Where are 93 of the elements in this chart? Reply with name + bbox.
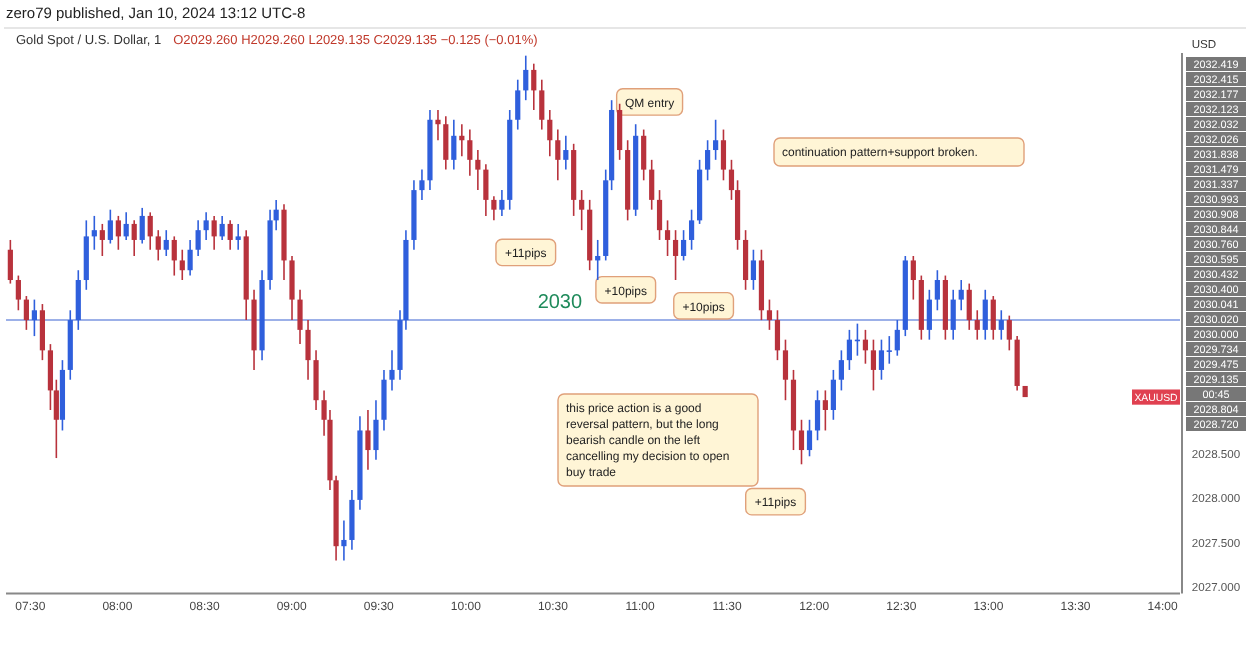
candlestick (211, 215, 217, 251)
candlestick (349, 489, 355, 551)
candlestick (227, 219, 233, 251)
candlestick (910, 255, 916, 301)
candlestick (563, 134, 569, 171)
candlestick (99, 223, 105, 257)
candlestick (443, 115, 449, 171)
candlestick (720, 128, 727, 182)
candlestick (203, 211, 209, 241)
candlestick (705, 139, 711, 182)
candlestick (822, 389, 828, 432)
candlestick (555, 128, 561, 182)
ref-line-label: 2030 (537, 292, 584, 315)
candlestick (966, 282, 972, 331)
candlestick (870, 338, 877, 392)
candlestick (766, 298, 773, 331)
candlestick (798, 418, 805, 466)
candlestick (539, 78, 545, 131)
candlestick (155, 229, 161, 262)
candlestick (179, 248, 185, 281)
candlestick (1006, 314, 1012, 352)
candlestick (171, 235, 177, 277)
candlestick (750, 248, 757, 291)
candlestick (187, 239, 193, 277)
candlestick (846, 329, 852, 371)
candlestick (131, 219, 137, 257)
candlestick (195, 219, 201, 257)
candlestick (515, 78, 521, 131)
candlestick (389, 349, 395, 392)
candlestick (523, 54, 529, 101)
candlestick (419, 168, 425, 201)
candlestick (313, 349, 319, 411)
candlestick (990, 295, 996, 341)
candlestick (475, 149, 481, 191)
candlestick (235, 223, 241, 251)
candlestick (806, 418, 813, 458)
candlestick (547, 109, 553, 158)
candlestick (467, 128, 473, 177)
candlestick (147, 211, 153, 251)
candlestick (107, 208, 113, 245)
candlestick (499, 189, 505, 217)
candlestick (641, 128, 647, 182)
candlestick (838, 349, 844, 392)
candlestick (483, 163, 489, 217)
candlestick (23, 295, 29, 331)
candlestick (491, 195, 497, 222)
candlestick (886, 335, 892, 365)
candlestick (75, 269, 81, 331)
candlestick (958, 279, 964, 312)
candlestick (974, 309, 980, 341)
candlestick (381, 369, 387, 432)
candlestick (742, 229, 749, 291)
candlestick (289, 255, 295, 321)
candlestick (531, 62, 537, 111)
candlestick (713, 118, 719, 161)
candlestick (617, 102, 623, 161)
candlestick (688, 208, 695, 251)
candlestick (115, 215, 121, 251)
candlestick (39, 303, 45, 361)
candlestick (139, 207, 145, 245)
candlestick (934, 269, 940, 312)
candlestick (31, 298, 37, 337)
candlestick (451, 118, 457, 171)
candlestick (982, 289, 988, 341)
candlestick (814, 389, 821, 442)
candlestick (649, 159, 655, 211)
candlestick (664, 219, 671, 257)
candlestick (774, 309, 781, 361)
candlestick (373, 399, 379, 461)
candlestick (672, 229, 679, 281)
candlestick (830, 369, 836, 421)
candlestick (1014, 335, 1020, 392)
candlestick (341, 519, 347, 562)
candlestick (163, 229, 169, 257)
candlestick (365, 409, 371, 471)
candlestick (950, 289, 956, 341)
candlestick (305, 319, 311, 381)
candlestick (435, 109, 441, 142)
candlestick (998, 309, 1004, 341)
candlestick (656, 189, 663, 241)
candlestick (297, 289, 303, 345)
candlestick (83, 219, 89, 291)
candlestick (926, 289, 932, 341)
candlestick (91, 215, 97, 251)
candlestick (7, 239, 13, 285)
candlestick (878, 338, 885, 381)
candlestick (579, 189, 585, 231)
candlestick (15, 274, 21, 312)
candlestick (219, 215, 225, 241)
candlestick (680, 229, 687, 262)
candlestick (123, 211, 129, 241)
candlestick (782, 338, 789, 401)
candlestick (894, 319, 900, 357)
